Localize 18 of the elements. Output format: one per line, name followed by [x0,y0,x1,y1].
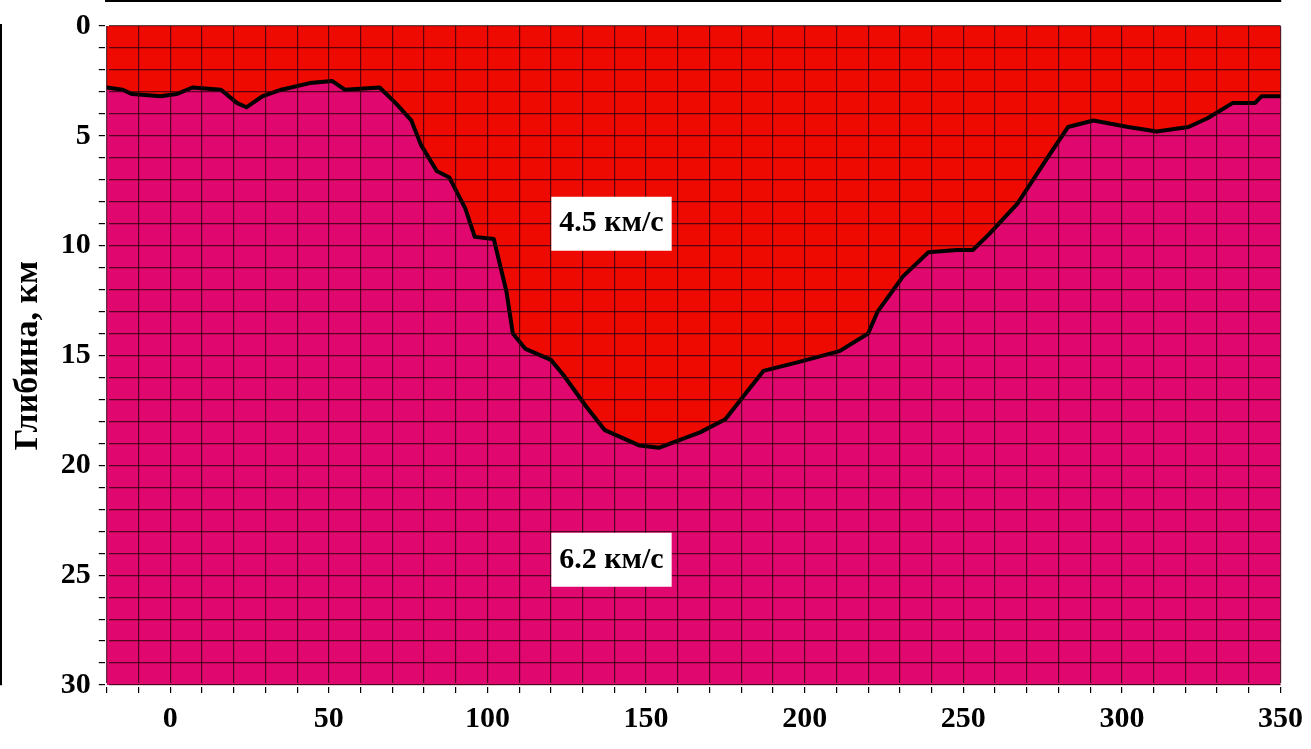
x-tick-label: 350 [1258,699,1303,733]
y-tick-label: 0 [75,6,91,40]
y-tick-label: 20 [60,446,91,480]
y-tick-label: 10 [60,226,91,260]
x-tick-label: 300 [1099,699,1145,733]
y-tick-label: 5 [75,116,91,150]
x-tick-label: 50 [313,699,344,733]
y-tick-label: 30 [60,665,91,699]
y-tick-label: 25 [60,555,91,589]
x-tick-label: 100 [464,699,510,733]
y-axis-title: Глибина, км [7,260,45,451]
x-tick-label: 250 [940,699,986,733]
y-tick-label: 15 [60,336,91,370]
annotation: 4.5 км/с [559,204,664,238]
annotation: 6.2 км/с [559,540,664,574]
x-tick-label: 0 [162,699,178,733]
x-tick-label: 150 [623,699,669,733]
x-tick-label: 200 [782,699,828,733]
